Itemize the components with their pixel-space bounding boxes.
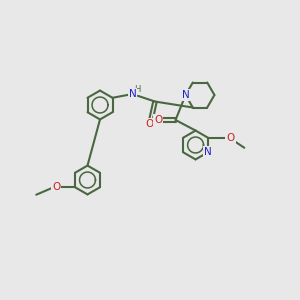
Text: O: O — [146, 119, 154, 129]
Text: N: N — [204, 147, 212, 157]
Text: H: H — [134, 85, 140, 94]
Text: O: O — [154, 115, 162, 125]
Text: N: N — [129, 89, 136, 99]
Text: O: O — [226, 133, 235, 143]
Text: O: O — [52, 182, 60, 192]
Text: N: N — [182, 90, 189, 100]
